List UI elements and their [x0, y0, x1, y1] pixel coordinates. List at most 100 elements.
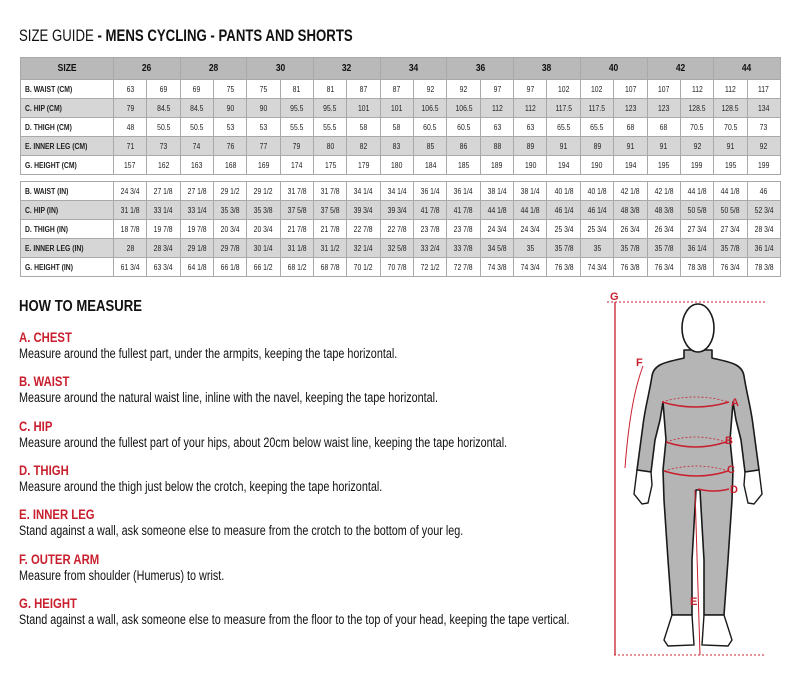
table-cell: 31 7/8	[279, 181, 315, 201]
table-cell-text: 58	[393, 122, 401, 132]
table-cell-text: 46 1/4	[554, 205, 574, 215]
spacer-cell	[313, 174, 347, 182]
chest-line	[661, 401, 730, 408]
table-cell-text: 60.5	[456, 122, 471, 132]
table-cell-text: 52 3/4	[754, 205, 774, 215]
table-row: E. INNER LEG (IN) 28 28 3/4 29 1/8 29 7/8 30 …	[20, 238, 781, 258]
table-cell: 40 1/8	[579, 181, 615, 201]
measure-section-text-body: Measure around the fullest part of your …	[19, 434, 508, 450]
table-cell: 65.5	[546, 117, 581, 137]
table-cell-text: 27 3/4	[687, 224, 707, 234]
spacer-cell	[246, 174, 281, 182]
table-cell: 117	[746, 79, 781, 99]
table-cell: 112	[679, 79, 715, 99]
table-cell-text: 83	[393, 141, 401, 151]
table-cell-text: 194	[624, 160, 636, 170]
table-cell-text: 29 7/8	[220, 243, 240, 253]
table-cell: 53	[213, 117, 248, 137]
table-cell-text: 174	[291, 160, 303, 170]
table-cell: 20 3/4	[213, 219, 248, 239]
table-cell: 76 3/4	[646, 257, 681, 277]
table-cell-text: 90	[226, 103, 234, 113]
table-cell-text: 76 3/8	[620, 262, 640, 272]
table-cell: 175	[313, 155, 348, 175]
table-cell-text: 27 3/4	[720, 224, 740, 234]
spacer-cell	[613, 174, 647, 182]
table-cell: 26 3/4	[646, 219, 681, 239]
row-label: G. HEIGHT (IN)	[20, 257, 114, 277]
table-cell: 162	[146, 155, 181, 175]
head	[681, 303, 715, 353]
table-cell: 20 3/4	[246, 219, 281, 239]
table-cell-text: 97	[526, 84, 535, 94]
table-cell-text: 29 1/2	[254, 186, 274, 196]
table-cell-text: 91	[659, 141, 668, 151]
table-cell-text: 27 1/8	[154, 186, 173, 196]
table-cell-text: 163	[191, 160, 203, 170]
measure-section-text: Measure around the fullest part, under t…	[19, 346, 492, 362]
table-cell: 21 7/8	[279, 219, 315, 239]
spacer-cell	[213, 174, 247, 182]
table-cell-text: 123	[624, 103, 636, 113]
table-cell: 36 1/4	[446, 181, 481, 201]
measurement-figure: G F A B C D E	[607, 291, 765, 656]
table-cell-text: 89	[593, 141, 601, 151]
size-header-40-text: 40	[608, 63, 619, 74]
table-cell: 76 3/4	[713, 257, 748, 277]
left-foot	[663, 614, 695, 647]
spacer-cell	[546, 174, 581, 182]
spacer-cell	[580, 174, 614, 182]
size-chart-table: SIZE 26 28 30 32 34 36 38 40 42 44 B. WAIST (CM) 63 6…	[20, 57, 781, 277]
row-label: B. WAIST (CM)	[20, 79, 114, 99]
table-cell-text: 35 7/8	[554, 243, 574, 253]
title-rest: - MENS CYCLING - PANTS AND SHORTS	[93, 27, 353, 45]
size-header-34-text: 34	[408, 63, 419, 74]
table-cell-text: 81	[326, 84, 335, 94]
table-cell: 79	[279, 136, 315, 156]
table-cell: 70 7/8	[379, 257, 415, 277]
table-cell: 87	[379, 79, 415, 99]
measure-section-title-text: D. THIGH	[19, 462, 69, 478]
row-label-text: D. THIGH (CM)	[25, 122, 72, 132]
table-cell-text: 55.5	[290, 122, 304, 132]
table-cell-text: 117	[758, 84, 770, 94]
table-cell-text: 92	[759, 141, 768, 151]
table-cell: 69	[179, 79, 215, 99]
label-b: B	[725, 435, 733, 447]
measure-section-title: C. HIP	[19, 419, 629, 434]
table-cell-text: 68	[659, 122, 668, 132]
table-cell-text: 41 7/8	[420, 205, 440, 215]
row-label: C. HIP (CM)	[20, 98, 114, 118]
table-cell: 25 3/4	[546, 219, 581, 239]
table-cell: 25 3/4	[579, 219, 615, 239]
table-cell-text: 107	[624, 84, 636, 94]
table-cell-text: 32 5/8	[387, 243, 407, 253]
table-cell: 32 1/4	[346, 238, 381, 258]
table-row: E. INNER LEG (CM) 71 73 74 76 77 79 80 82 83 85 86 8…	[20, 136, 781, 156]
spacer-cell	[380, 174, 414, 182]
table-cell-text: 92	[693, 141, 701, 151]
title-prefix: SIZE GUIDE	[19, 27, 94, 45]
table-cell-text: 85	[426, 141, 435, 151]
table-cell-text: 50.5	[190, 122, 204, 132]
table-cell-text: 28 3/4	[754, 224, 774, 234]
table-cell-text: 39 3/4	[354, 205, 374, 215]
table-cell-text: 19 7/8	[154, 224, 173, 234]
table-cell: 74 3/4	[579, 257, 615, 277]
row-label-text: G. HEIGHT (CM)	[25, 160, 77, 170]
size-header-38-text: 38	[542, 63, 552, 74]
table-cell-text: 68 1/2	[287, 262, 307, 272]
table-row: D. THIGH (CM) 48 50.5 50.5 53 53 55.5 55.5 58 58 6…	[20, 117, 781, 137]
table-cell: 75	[213, 79, 248, 99]
table-cell-text: 50 5/8	[687, 205, 707, 215]
table-cell-text: 73	[159, 141, 168, 151]
table-cell: 80	[313, 136, 348, 156]
table-cell: 107	[613, 79, 648, 99]
table-cell-text: 112	[524, 103, 536, 113]
size-header-26-text: 26	[142, 63, 152, 74]
size-header-44-text: 44	[742, 63, 752, 74]
table-row: C. HIP (CM) 79 84.5 84.5 90 90 95.5 95.5 101 101 1…	[20, 98, 781, 118]
measure-section-text-body: Measure from shoulder (Humerus) to wrist…	[19, 567, 225, 583]
table-cell: 53	[246, 117, 281, 137]
table-cell-text: 79	[126, 103, 134, 113]
